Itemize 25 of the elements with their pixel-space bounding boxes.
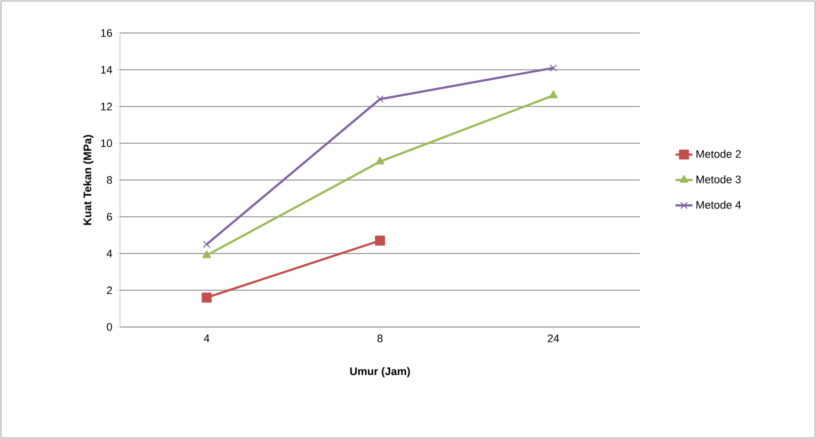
y-tick-label: 10 bbox=[101, 139, 112, 148]
x-tick-label: 24 bbox=[548, 334, 560, 342]
point bbox=[376, 95, 384, 103]
y-tick-label: 14 bbox=[101, 66, 112, 74]
point bbox=[376, 156, 384, 164]
x-tick-label: 4 bbox=[204, 334, 210, 342]
y-tick-label: 2 bbox=[106, 286, 112, 294]
point bbox=[202, 240, 210, 248]
y-tick-label: 6 bbox=[106, 212, 112, 221]
x-axis-title: Umur (Jam) bbox=[350, 367, 410, 378]
y-tick-label: 4 bbox=[106, 250, 112, 258]
point bbox=[548, 90, 558, 98]
point bbox=[202, 292, 212, 303]
legend-label: Metode 2 bbox=[696, 150, 741, 158]
legend-label: Metode 4 bbox=[696, 200, 741, 209]
point bbox=[550, 64, 558, 72]
legend-label: Metode 3 bbox=[696, 175, 741, 184]
y-tick-label: 0 bbox=[106, 323, 112, 331]
point bbox=[202, 250, 212, 258]
y-tick-label: 16 bbox=[101, 29, 112, 37]
y-axis-title: Kuat Tekan (MPa) bbox=[83, 134, 94, 225]
x-tick-label: 8 bbox=[377, 334, 383, 342]
point bbox=[375, 236, 386, 246]
y-tick-label: 12 bbox=[101, 102, 112, 110]
y-tick-label: 8 bbox=[106, 176, 112, 184]
